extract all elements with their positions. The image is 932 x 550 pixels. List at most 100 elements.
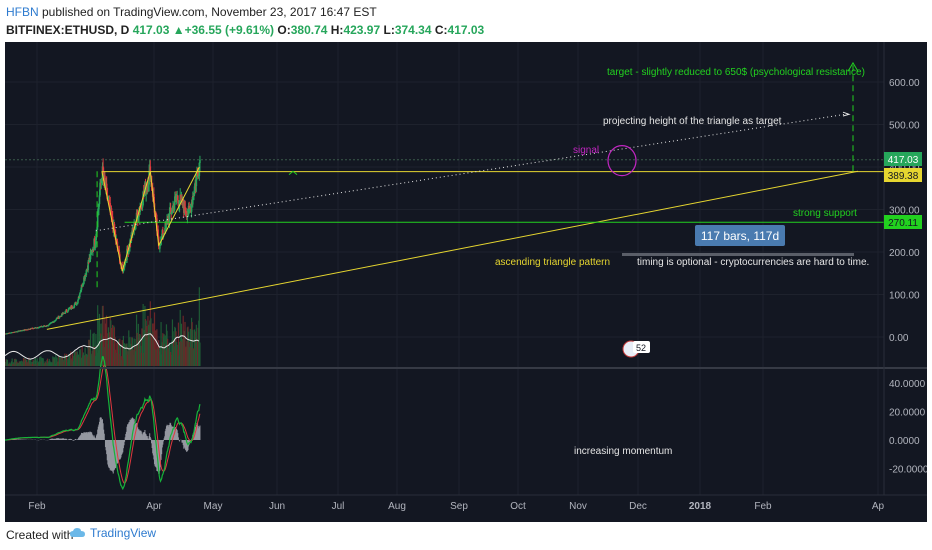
volume-bar: [107, 327, 110, 366]
volume-bar: [110, 327, 113, 366]
time-tick-label: Nov: [569, 501, 587, 512]
candle-body: [23, 330, 25, 332]
volume-bars: [4, 287, 201, 366]
candle-body: [105, 183, 108, 189]
candle-body: [48, 324, 51, 326]
time-tick-label: 2018: [689, 501, 712, 512]
candle-body: [136, 212, 138, 216]
volume-bar: [65, 353, 68, 366]
chart-header: HFBN published on TradingView.com, Novem…: [0, 0, 932, 40]
volume-bar: [97, 305, 99, 366]
candle-body: [84, 274, 86, 280]
candle-body: [188, 205, 190, 210]
time-tick-label: Apr: [146, 501, 162, 512]
chart-svg[interactable]: 600.00500.00400.00300.00200.00100.000.00…: [4, 42, 929, 525]
candle-body: [116, 238, 118, 242]
candle-body: [60, 315, 63, 317]
candle-body: [26, 329, 29, 331]
candle-body: [171, 207, 174, 213]
time-tick-label: May: [204, 501, 223, 512]
tradingview-brand: TradingView: [90, 526, 157, 540]
support-annotation: strong support: [793, 208, 857, 219]
macd-tick-label: 20.0000: [889, 408, 926, 419]
candle-body: [187, 205, 190, 215]
price-tick-label: 500.00: [889, 121, 920, 132]
candle-body: [97, 209, 100, 214]
time-tick-label: Jun: [269, 501, 285, 512]
candle-body: [173, 205, 176, 211]
volume-badge-text: 52: [636, 343, 646, 353]
triangle-leg: [101, 171, 123, 272]
signal-annotation: signal: [573, 145, 599, 156]
resistance-price-tag-text: 389.38: [888, 171, 919, 182]
volume-bar: [177, 322, 180, 366]
candle-body: [177, 200, 180, 207]
timing-annotation: timing is optional - cryptocurrencies ar…: [637, 257, 869, 268]
volume-bar: [184, 321, 186, 366]
time-tick-label: Feb: [754, 501, 772, 512]
candle-body: [82, 283, 85, 285]
candle-body: [54, 320, 57, 322]
candle-body: [113, 223, 116, 233]
macd-tick-label: 0.0000: [889, 436, 920, 447]
candle-body: [148, 170, 150, 185]
candle-body: [168, 213, 171, 224]
candle-body: [66, 311, 68, 313]
candle-body: [66, 311, 69, 313]
volume-bar: [6, 359, 8, 366]
ohlc-legend: BITFINEX:ETHUSD, D 417.03 ▲+36.55 (+9.61…: [6, 23, 484, 37]
candle-body: [78, 296, 80, 298]
price-tick-label: 300.00: [889, 206, 920, 217]
candle-body: [19, 330, 21, 332]
volume-bar: [179, 309, 181, 366]
candle-body: [179, 194, 182, 203]
candle-body: [137, 217, 140, 221]
candle-body: [185, 212, 187, 214]
projection-line: [95, 113, 849, 232]
candle-body: [71, 306, 73, 308]
high-value: 423.97: [343, 23, 381, 37]
footer: Created with TradingView: [0, 522, 932, 550]
volume-bar: [11, 358, 13, 366]
candle-body: [74, 303, 76, 305]
candle-body: [80, 289, 82, 293]
volume-ma-line: [4, 333, 200, 360]
author-link[interactable]: HFBN: [6, 5, 39, 19]
volume-bar: [34, 357, 37, 366]
candle-body: [193, 194, 195, 197]
candle-body: [126, 248, 129, 251]
price-tick-label: 600.00: [889, 78, 920, 89]
candle-body: [67, 308, 70, 312]
time-tick-label: Ap: [872, 501, 885, 512]
triangle-leg: [149, 171, 160, 246]
bars-range-label: 117 bars, 117d: [701, 229, 779, 243]
candle-body: [16, 331, 19, 333]
candle-body: [196, 171, 198, 177]
signal-circle: [607, 145, 637, 177]
candle-body: [121, 264, 124, 270]
candle-body: [99, 182, 102, 184]
candle-body: [77, 296, 80, 300]
tradingview-logo[interactable]: TradingView: [70, 526, 156, 540]
resistance-price-tag: [884, 168, 922, 182]
ascending-trendline: [46, 170, 859, 330]
volume-bar: [155, 330, 157, 366]
candle-body: [132, 228, 134, 230]
candle-body: [188, 209, 191, 211]
symbol-label: BITFINEX:ETHUSD, D: [6, 23, 130, 37]
chart-area[interactable]: 600.00500.00400.00300.00200.00100.000.00…: [4, 42, 929, 525]
publish-text: published on TradingView.com, November 2…: [38, 5, 377, 19]
candle-body: [128, 247, 131, 249]
candle-body: [111, 216, 114, 225]
candle-body: [164, 222, 167, 234]
volume-bar: [118, 339, 120, 366]
last-price-tag-text: 417.03: [888, 155, 919, 166]
candle-body: [177, 195, 179, 201]
candle-body: [81, 284, 84, 287]
volume-bar: [39, 357, 41, 366]
volume-bar: [46, 358, 49, 366]
candle-body: [47, 324, 50, 326]
candle-body: [191, 196, 194, 205]
candle-body: [192, 196, 195, 198]
candle-body: [197, 176, 200, 178]
